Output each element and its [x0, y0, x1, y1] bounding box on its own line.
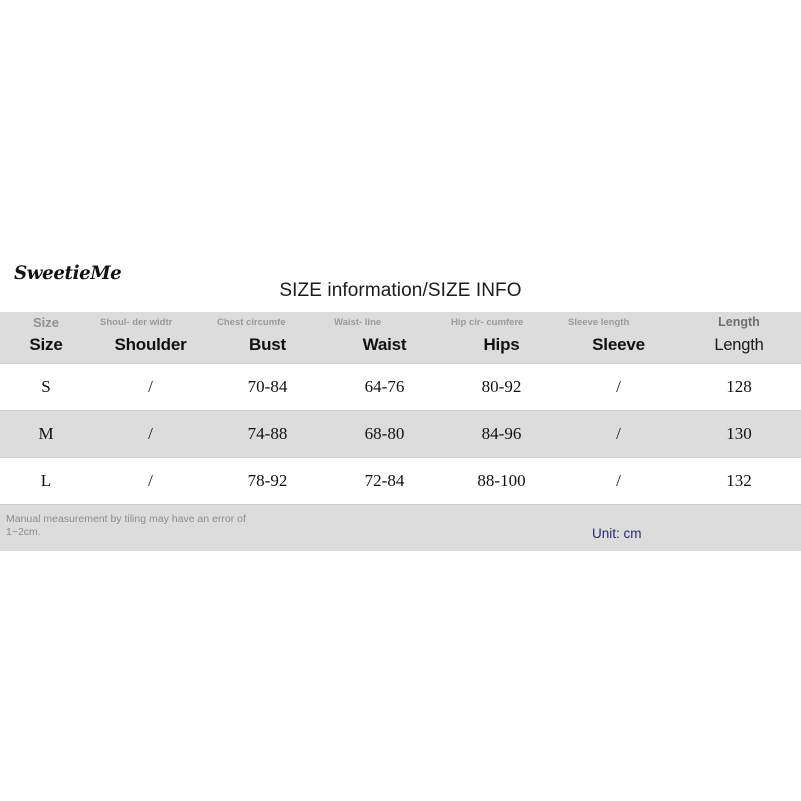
header-label-waist: Waist [362, 335, 407, 354]
column-header-length: Length Length [677, 312, 801, 364]
table-row: M / 74-88 68-80 84-96 / 130 [0, 410, 801, 458]
header-label-sleeve: Sleeve [592, 335, 645, 354]
sub-label-hips: Hip cir- cumfere [451, 317, 524, 328]
size-table-container: Size Size Shoul- der widtr Shoulder Ches… [0, 312, 801, 551]
cell-shoulder: / [92, 457, 209, 505]
table-header-row: Size Size Shoul- der widtr Shoulder Ches… [0, 312, 801, 364]
column-header-waist: Waist- line Waist [326, 312, 443, 364]
cell-hips: 88-100 [443, 457, 560, 505]
sub-label-size: Size [32, 315, 59, 330]
column-header-shoulder: Shoul- der widtr Shoulder [92, 312, 209, 364]
cell-bust: 70-84 [209, 363, 326, 411]
brand-logo: SweetieMe [14, 262, 122, 284]
cell-hips: 84-96 [443, 410, 560, 458]
cell-length: 128 [677, 363, 801, 411]
cell-shoulder: / [92, 410, 209, 458]
cell-sleeve: / [560, 363, 677, 411]
cell-waist: 72-84 [326, 457, 443, 505]
sub-label-length: Length [718, 315, 760, 329]
table-row: S / 70-84 64-76 80-92 / 128 [0, 363, 801, 411]
cell-shoulder: / [92, 363, 209, 411]
cell-sleeve: / [560, 410, 677, 458]
table-body: S / 70-84 64-76 80-92 / 128 M / 74-88 68… [0, 363, 801, 505]
column-header-sleeve: Sleeve length Sleeve [560, 312, 677, 364]
cell-sleeve: / [560, 457, 677, 505]
column-header-size: Size Size [0, 312, 92, 364]
cell-length: 130 [677, 410, 801, 458]
header-label-length: Length [714, 336, 764, 354]
cell-size: L [0, 457, 92, 505]
cell-bust: 74-88 [209, 410, 326, 458]
column-header-bust: Chest circumfe Bust [209, 312, 326, 364]
cell-size: M [0, 410, 92, 458]
measurement-disclaimer: Manual measurement by tiling may have an… [6, 513, 246, 538]
cell-hips: 80-92 [443, 363, 560, 411]
cell-size: S [0, 363, 92, 411]
table-footer: Manual measurement by tiling may have an… [0, 505, 801, 551]
unit-label: Unit: cm [592, 526, 642, 541]
size-table: Size Size Shoul- der widtr Shoulder Ches… [0, 312, 801, 505]
sub-label-bust: Chest circumfe [217, 317, 286, 328]
cell-waist: 68-80 [326, 410, 443, 458]
header-label-bust: Bust [249, 335, 286, 354]
sub-label-sleeve: Sleeve length [568, 317, 630, 328]
cell-length: 132 [677, 457, 801, 505]
header-label-shoulder: Shoulder [114, 335, 187, 354]
column-header-hips: Hip cir- cumfere Hips [443, 312, 560, 364]
sub-label-waist: Waist- line [334, 317, 382, 328]
header-label-hips: Hips [483, 335, 520, 354]
cell-bust: 78-92 [209, 457, 326, 505]
page-title: SIZE information/SIZE INFO [279, 280, 522, 301]
header-label-size: Size [29, 335, 63, 354]
cell-waist: 64-76 [326, 363, 443, 411]
sub-label-shoulder: Shoul- der widtr [100, 317, 173, 328]
table-row: L / 78-92 72-84 88-100 / 132 [0, 457, 801, 505]
